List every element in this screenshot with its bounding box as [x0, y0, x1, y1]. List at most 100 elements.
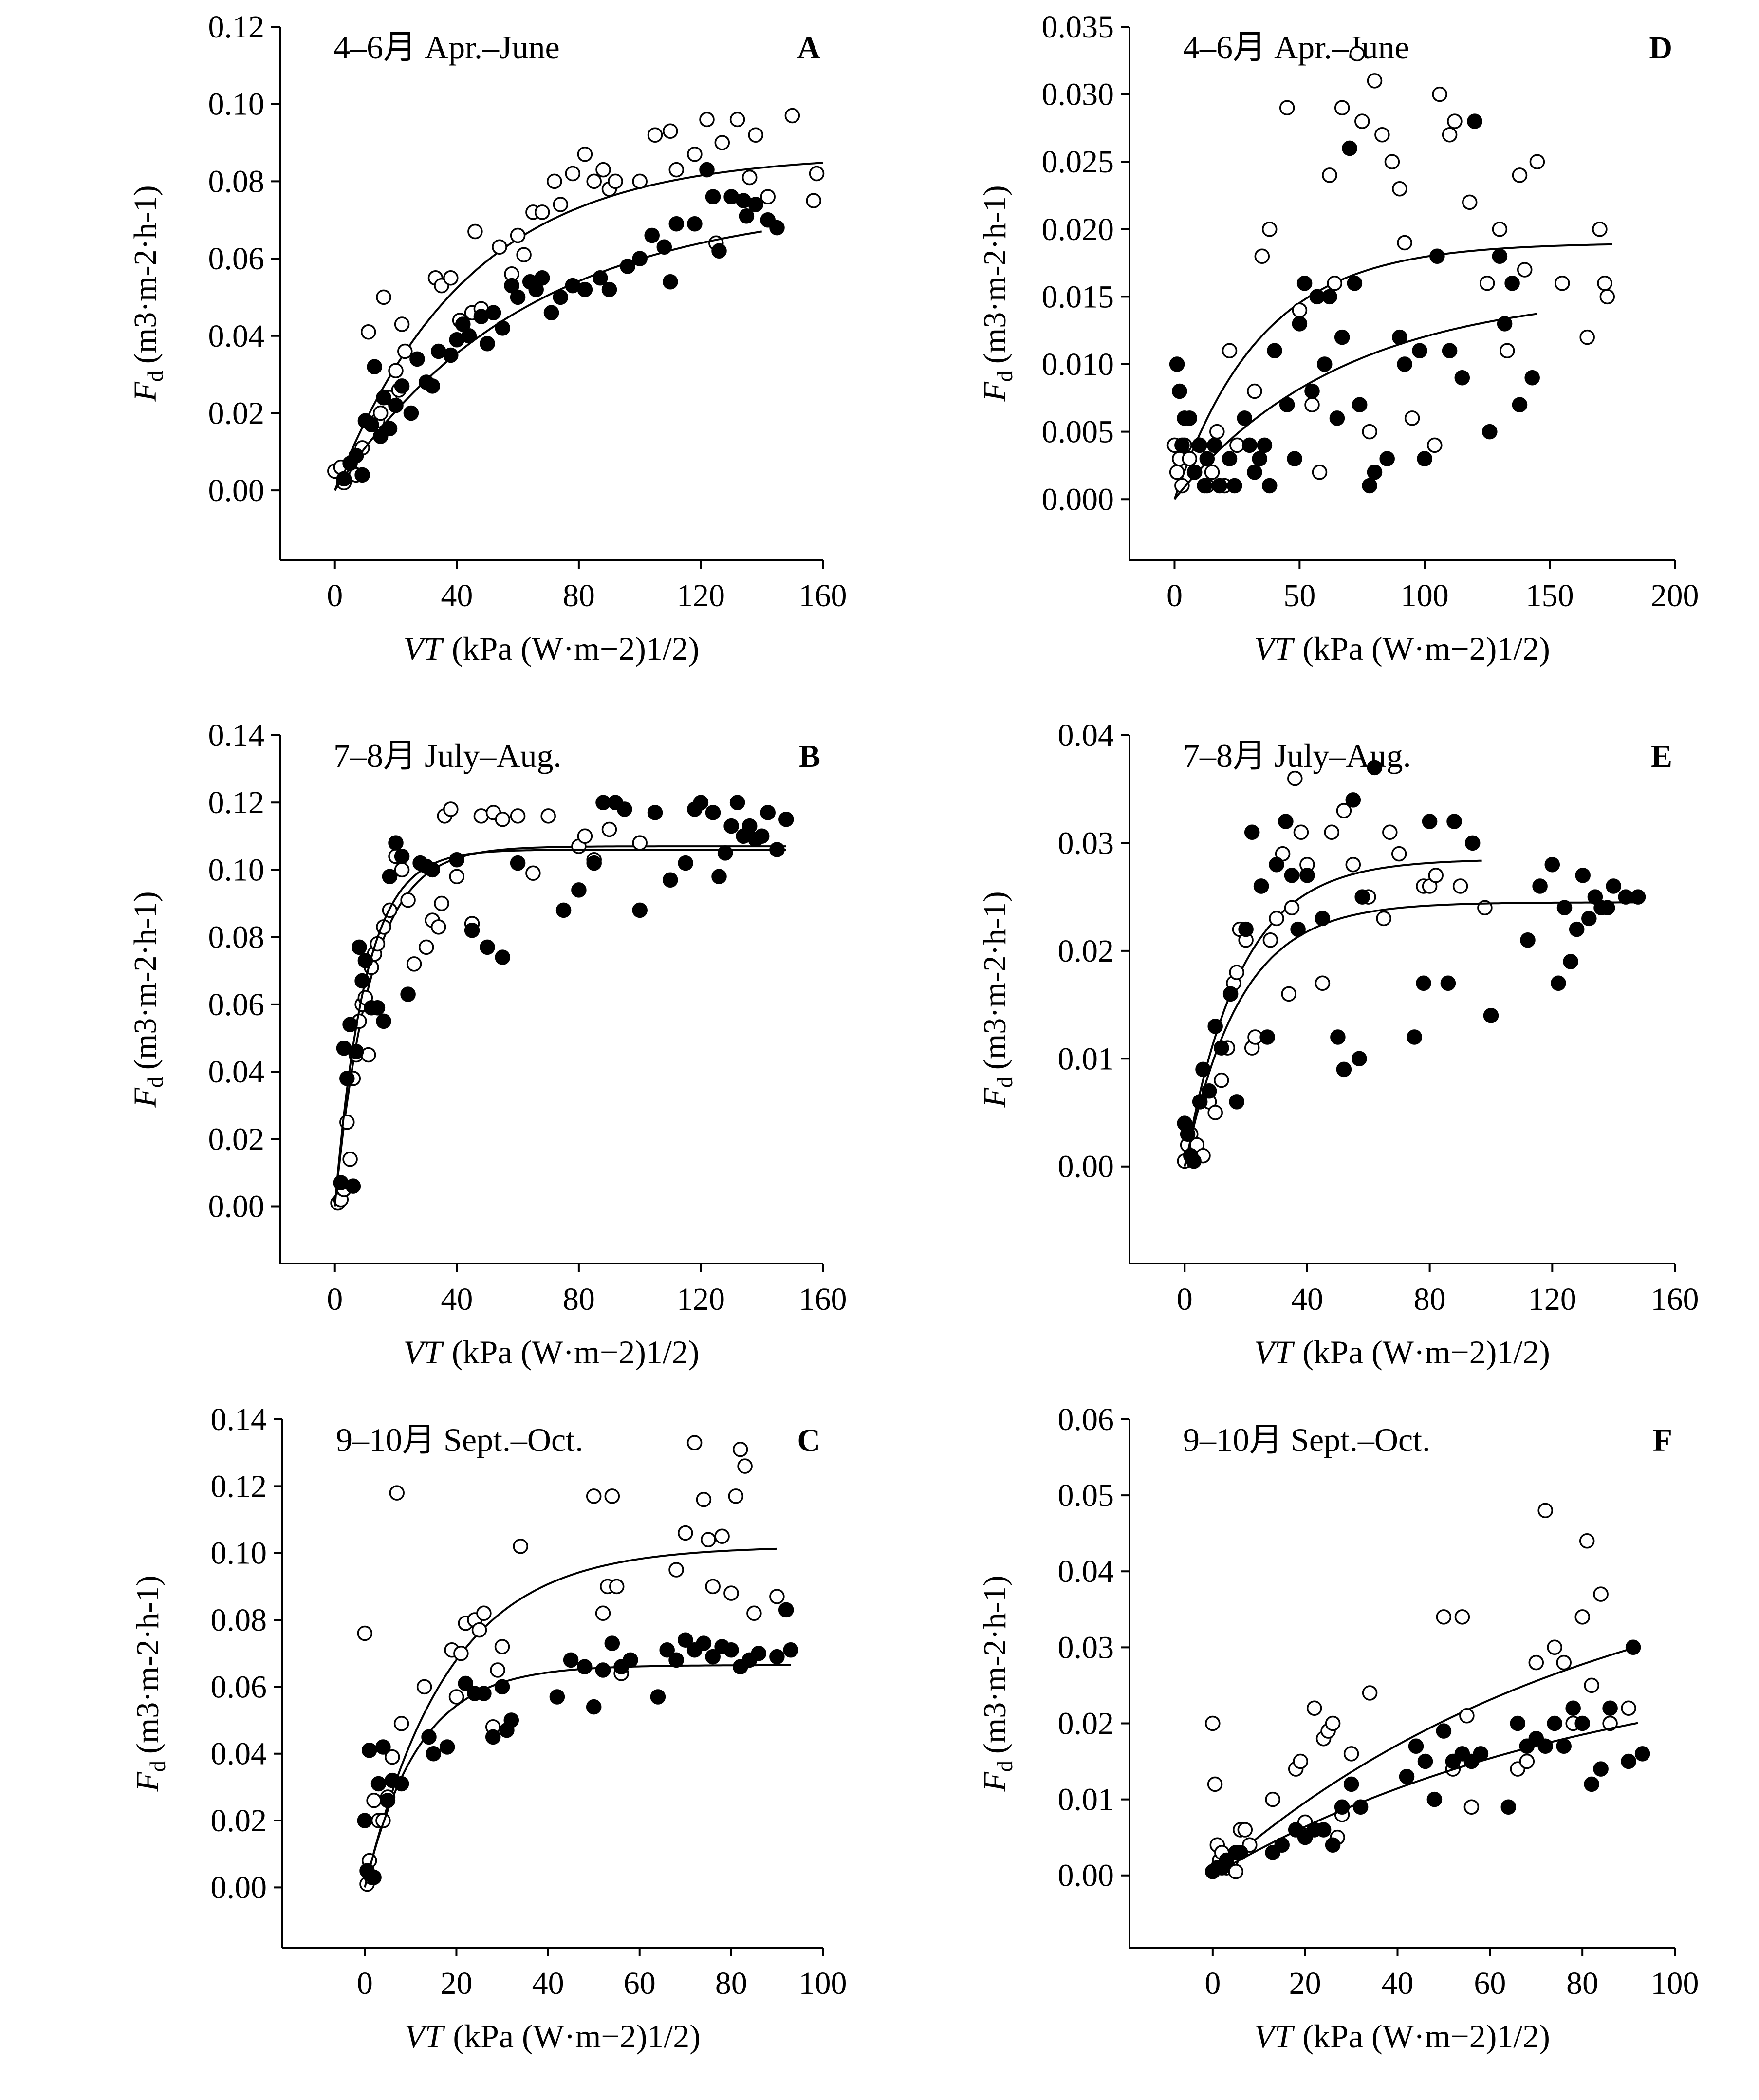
data-point-open: [1207, 1776, 1223, 1792]
data-point-open: [1209, 424, 1225, 440]
y-axis-title-sub: d: [992, 371, 1017, 382]
data-point-open: [1229, 437, 1245, 453]
x-tick-label: 100: [1401, 578, 1449, 613]
x-tick-label: 50: [1283, 578, 1315, 613]
data-point-open: [342, 1152, 358, 1167]
data-point-filled: [1274, 1837, 1290, 1853]
y-axis-title-main: F: [977, 1771, 1013, 1792]
y-axis-title-unit: (m3·m-2·h-1): [977, 1576, 1013, 1754]
y-tick-label: 0.06: [1058, 1402, 1114, 1437]
data-point-open: [376, 289, 391, 305]
data-point-filled: [364, 417, 379, 433]
data-point-open: [577, 828, 593, 844]
data-point-open: [1222, 343, 1238, 359]
data-point-open: [494, 1639, 510, 1654]
data-point-filled: [751, 1645, 767, 1661]
data-point-filled: [1630, 889, 1646, 905]
data-point-filled: [620, 259, 635, 274]
data-point-open: [663, 123, 678, 139]
y-tick-label: 0.10: [211, 1536, 267, 1571]
data-point-open: [1517, 262, 1533, 278]
data-point-filled: [455, 316, 471, 332]
data-point-open: [1537, 1503, 1553, 1519]
data-point-filled: [1201, 1083, 1217, 1099]
data-point-open: [513, 1539, 528, 1554]
data-point-open: [696, 1492, 712, 1507]
data-point-filled: [1599, 900, 1615, 916]
data-point-filled: [367, 359, 382, 375]
data-point-filled: [571, 882, 587, 898]
x-tick-label: 60: [624, 1966, 656, 2001]
data-point-filled: [376, 390, 391, 406]
data-point-filled: [388, 835, 404, 851]
data-point-open: [1519, 1753, 1535, 1769]
y-tick-label: 0.015: [1042, 279, 1114, 315]
data-point-filled: [586, 1699, 602, 1715]
x-tick-label: 20: [1289, 1966, 1321, 2001]
data-point-open: [586, 173, 602, 189]
y-axis-title-main: F: [128, 381, 163, 402]
y-tick-label: 0.04: [208, 318, 265, 354]
data-point-filled: [1186, 465, 1203, 480]
data-point-open: [1492, 222, 1508, 237]
fit-curve-filled: [364, 1664, 791, 1888]
data-point-filled: [1334, 1799, 1350, 1815]
data-point-open: [553, 197, 569, 212]
data-point-filled: [754, 828, 770, 844]
data-point-open: [1374, 127, 1390, 143]
x-axis-title-unit: (kPa (W·m−2)1/2): [452, 1334, 700, 1371]
y-tick-label: 0.03: [1058, 825, 1114, 861]
data-point-filled: [1325, 1837, 1341, 1853]
y-tick-label: 0.02: [1058, 1706, 1114, 1741]
data-point-filled: [705, 189, 721, 204]
data-point-filled: [668, 1652, 684, 1668]
data-point-filled: [534, 270, 550, 286]
data-point-open: [1343, 1746, 1359, 1762]
data-point-filled: [1279, 397, 1295, 412]
data-point-open: [1579, 1533, 1595, 1549]
y-axis-title: Fd (m3·m-2·h-1): [977, 892, 1017, 1108]
data-point-open: [385, 1749, 400, 1765]
data-point-open: [1593, 1586, 1609, 1602]
data-point-open: [443, 801, 459, 817]
y-tick-label: 0.02: [208, 395, 265, 431]
data-point-open: [471, 1622, 487, 1638]
data-point-filled: [1315, 1822, 1332, 1838]
y-tick-label: 0.10: [208, 852, 265, 888]
data-point-filled: [563, 1652, 579, 1668]
data-point-open: [540, 808, 556, 824]
panel-d: 0.000 0.005 0.010 0.015 0.020 0.025 0.030 0.035…: [977, 9, 1699, 667]
data-point-open: [1529, 154, 1545, 169]
y-axis-title-unit: (m3·m-2·h-1): [977, 186, 1013, 364]
data-point-filled: [1197, 478, 1212, 494]
data-point-filled: [1606, 878, 1621, 894]
data-point-open: [1325, 1715, 1341, 1731]
data-point-filled: [403, 405, 419, 421]
data-point-filled: [760, 805, 776, 820]
data-point-filled: [1342, 140, 1357, 156]
y-tick-label: 0.00: [1058, 1149, 1114, 1185]
data-point-filled: [1446, 814, 1462, 829]
data-point-open: [510, 227, 526, 243]
data-point-filled: [485, 1729, 501, 1745]
data-point-open: [1547, 1639, 1562, 1655]
data-point-filled: [382, 421, 398, 436]
data-point-filled: [345, 1178, 361, 1194]
data-point-open: [632, 835, 648, 851]
data-point-filled: [443, 347, 459, 363]
panel-letter: F: [1653, 1423, 1672, 1458]
data-point-filled: [1343, 1776, 1359, 1792]
data-point-filled: [1417, 1753, 1433, 1769]
x-tick-label: 100: [1651, 1966, 1699, 2001]
data-point-filled: [388, 397, 404, 413]
data-point-open: [1574, 1609, 1590, 1625]
data-point-filled: [1247, 465, 1262, 480]
y-axis-title-sub: d: [992, 1761, 1017, 1772]
data-point-filled: [1316, 356, 1333, 372]
data-point-open: [668, 1562, 684, 1578]
y-tick-label: 0.12: [208, 9, 265, 45]
data-point-filled: [705, 805, 721, 820]
data-point-filled: [1278, 814, 1294, 829]
y-tick-label: 0.010: [1042, 347, 1114, 382]
data-point-filled: [1492, 248, 1508, 264]
